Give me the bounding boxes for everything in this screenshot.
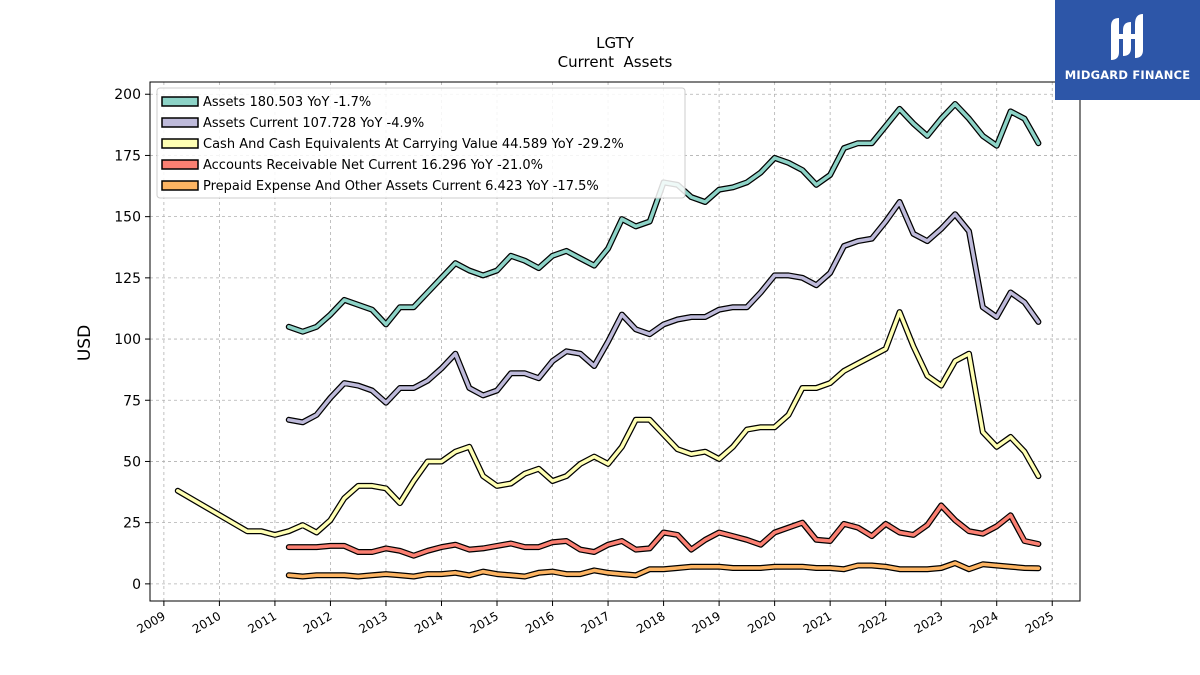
y-tick-label: 0 <box>132 577 141 593</box>
x-tick-label: 2014 <box>412 609 445 636</box>
plot-frame <box>149 81 1081 602</box>
y-tick-label: 50 <box>123 454 141 470</box>
y-axis-label: USD <box>75 325 95 361</box>
series-path <box>287 561 1041 579</box>
series-path <box>287 200 1041 425</box>
x-tick-label: 2018 <box>634 609 667 636</box>
x-tick-label: 2022 <box>856 609 889 636</box>
y-tick-label: 175 <box>114 148 141 164</box>
x-tick-label: 2013 <box>357 609 390 636</box>
y-tick-label: 125 <box>114 271 141 287</box>
legend-label: Prepaid Expense And Other Assets Current… <box>203 179 599 194</box>
legend-swatch <box>161 96 199 107</box>
series-path <box>287 503 1041 558</box>
y-tick-label: 100 <box>114 332 141 348</box>
x-tick-label: 2019 <box>690 609 723 636</box>
y-tick-label: 150 <box>114 210 141 226</box>
legend-swatch <box>161 138 199 149</box>
series-path <box>176 310 1041 537</box>
x-tick-label: 2015 <box>468 609 501 636</box>
brand-logo: MIDGARD FINANCE <box>1055 0 1200 100</box>
y-tick-label: 200 <box>114 87 141 103</box>
series-line-3 <box>285 502 1042 559</box>
series-line-2 <box>174 309 1042 538</box>
legend-swatch <box>161 180 199 191</box>
x-tick-label: 2016 <box>523 609 556 636</box>
x-tick-label: 2023 <box>912 609 945 636</box>
series-line-4 <box>285 560 1042 580</box>
x-tick-label: 2010 <box>190 609 223 636</box>
x-tick-label: 2011 <box>246 609 279 636</box>
x-tick-label: 2020 <box>745 609 778 636</box>
x-tick-label: 2025 <box>1023 609 1056 636</box>
y-tick-label: 75 <box>123 393 141 409</box>
legend-box <box>156 87 686 199</box>
series-outline <box>285 502 1042 559</box>
x-tick-label: 2012 <box>301 609 334 636</box>
midgard-logo-icon <box>1111 14 1143 60</box>
x-tick-label: 2017 <box>579 609 612 636</box>
x-tick-label: 2021 <box>801 609 834 636</box>
legend-label: Assets Current 107.728 YoY -4.9% <box>203 116 424 131</box>
legend-label: Cash And Cash Equivalents At Carrying Va… <box>203 137 624 152</box>
legend-label: Accounts Receivable Net Current 16.296 Y… <box>203 158 543 173</box>
x-tick-label: 2024 <box>967 609 1000 636</box>
legend-swatch <box>161 159 199 170</box>
legend-label: Assets 180.503 YoY -1.7% <box>203 95 371 110</box>
series-line-1 <box>285 199 1042 426</box>
chart-subtitle: Current Assets <box>558 53 673 71</box>
legend: Assets 180.503 YoY -1.7% Assets Current 1… <box>156 87 686 199</box>
brand-name: MIDGARD FINANCE <box>1064 68 1191 82</box>
y-tick-label: 25 <box>123 516 141 532</box>
x-tick-label: 2009 <box>134 609 167 636</box>
chart-title: LGTY <box>596 34 635 52</box>
legend-swatch <box>161 117 199 128</box>
